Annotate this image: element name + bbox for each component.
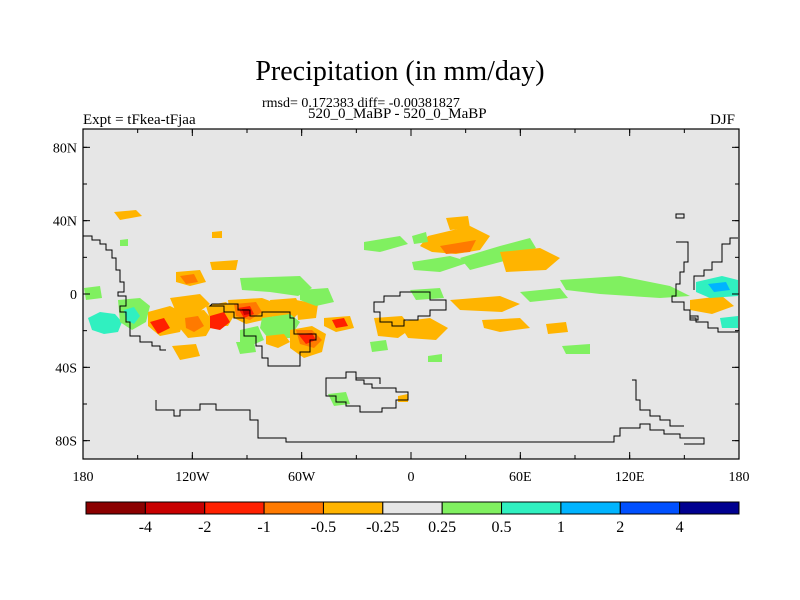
coastline-indonesia bbox=[689, 315, 699, 321]
coastline-africa bbox=[373, 291, 447, 327]
anomaly-patch bbox=[446, 216, 470, 230]
anomaly-patch bbox=[124, 307, 140, 324]
lat-tick-label: 80S bbox=[55, 435, 77, 450]
colorbar-swatch bbox=[441, 501, 503, 515]
colorbar-label: -1 bbox=[257, 519, 270, 536]
colorbar-label: 1 bbox=[557, 519, 565, 536]
lon-tick-label: 60W bbox=[288, 470, 316, 485]
anomaly-patch bbox=[120, 239, 128, 246]
anomaly-patch bbox=[300, 288, 334, 306]
colorbar-swatch bbox=[144, 501, 206, 515]
colorbar-label: 0.25 bbox=[428, 519, 456, 536]
lon-tick-label: 120E bbox=[615, 470, 645, 485]
season-label: DJF bbox=[710, 112, 736, 128]
colorbar-swatch bbox=[204, 501, 265, 515]
colorbar-swatch bbox=[263, 501, 324, 515]
lon-tick-label: 180 bbox=[729, 470, 750, 485]
lon-tick-label: 180 bbox=[73, 470, 94, 485]
coastline-north-america bbox=[83, 235, 166, 351]
colorbar-label: 0.5 bbox=[492, 519, 512, 536]
stats-line: rmsd= 0.172383 diff= -0.00381827 bbox=[262, 96, 460, 111]
coastline-australia-inner bbox=[356, 377, 381, 384]
lat-tick-label: 40N bbox=[53, 215, 77, 230]
anomaly-patch bbox=[500, 248, 560, 272]
colorbar-label: 4 bbox=[676, 519, 684, 536]
anomaly-patch bbox=[560, 276, 690, 298]
anomaly-patch bbox=[212, 231, 222, 238]
anomaly-patch bbox=[428, 354, 442, 362]
anomaly-patch bbox=[460, 238, 536, 270]
colorbar-label: 2 bbox=[616, 519, 624, 536]
anomaly-patch bbox=[185, 316, 204, 332]
anomaly-patch bbox=[398, 318, 448, 340]
anomaly-patch bbox=[150, 318, 170, 334]
anomaly-patch bbox=[440, 240, 476, 254]
anomaly-patch bbox=[88, 312, 122, 334]
lon-tick-label: 60E bbox=[509, 470, 532, 485]
axis-ticks: 180 120W 60W 0 60E 120E 180 80N 40N 0 40S 80S bbox=[53, 129, 750, 485]
lat-tick-label: 0 bbox=[70, 288, 77, 303]
expt-label: Expt = tFkea-tFjaa bbox=[83, 112, 196, 128]
anomaly-patch bbox=[412, 256, 470, 272]
figure-title: Precipitation (in mm/day) bbox=[255, 56, 545, 87]
anomaly-patch bbox=[172, 344, 200, 360]
anomaly-patch bbox=[482, 318, 530, 332]
colorbar-label: -0.5 bbox=[311, 519, 336, 536]
anomaly-patch bbox=[114, 210, 142, 220]
colorbar-swatch bbox=[382, 501, 443, 515]
anomaly-patch bbox=[180, 274, 198, 284]
anomaly-patch bbox=[210, 260, 238, 270]
colorbar-swatch bbox=[501, 501, 562, 515]
anomaly-patch bbox=[370, 340, 388, 352]
colorbar-swatch bbox=[619, 501, 681, 515]
colorbar: -4 -2 -1 -0.5 -0.25 0.25 0.5 1 2 4 bbox=[85, 501, 740, 536]
anomaly-patch bbox=[410, 288, 444, 300]
case-label: 520_0_MaBP - 520_0_MaBP bbox=[308, 106, 487, 122]
anomaly-patch bbox=[450, 296, 520, 312]
anomaly-patch bbox=[236, 342, 256, 354]
anomaly-patch bbox=[84, 286, 102, 300]
anomaly-patch bbox=[546, 322, 568, 334]
colorbar-swatch bbox=[322, 501, 384, 515]
coastline-asia-east bbox=[693, 237, 738, 290]
coastlines bbox=[83, 213, 738, 445]
colorbar-swatch bbox=[679, 501, 740, 515]
colorbar-label: -4 bbox=[139, 519, 152, 536]
coastline-australia bbox=[325, 371, 409, 413]
anomaly-patch bbox=[720, 316, 738, 328]
coastline-island bbox=[675, 213, 685, 219]
colorbar-label: -0.25 bbox=[366, 519, 399, 536]
anomaly-patch bbox=[690, 296, 734, 314]
anomaly-patch bbox=[210, 312, 230, 330]
coastline-antarctica bbox=[155, 400, 705, 445]
colorbar-swatch bbox=[560, 501, 621, 515]
anomaly-patch bbox=[520, 288, 568, 302]
anomaly-patch bbox=[240, 276, 312, 296]
coastline-south-america bbox=[208, 303, 317, 367]
coastline-antarctic-peninsula bbox=[632, 379, 684, 427]
anomaly-patch bbox=[562, 344, 590, 354]
anomaly-patch bbox=[708, 282, 730, 292]
anomaly-patch bbox=[298, 333, 316, 344]
anomaly-patch bbox=[266, 334, 290, 348]
colorbar-label: -2 bbox=[198, 519, 211, 536]
coastline-asia bbox=[671, 241, 738, 333]
lon-tick-label: 120W bbox=[175, 470, 210, 485]
anomaly-patch bbox=[412, 232, 428, 244]
anomaly-patch bbox=[364, 236, 408, 252]
anomaly-patch bbox=[170, 294, 210, 314]
anomaly-patch bbox=[296, 300, 318, 320]
colorbar-swatch bbox=[85, 501, 146, 515]
lat-tick-label: 40S bbox=[55, 361, 77, 376]
anomaly-patch bbox=[332, 318, 348, 328]
lat-tick-label: 80N bbox=[53, 141, 77, 156]
lon-tick-label: 0 bbox=[408, 470, 415, 485]
